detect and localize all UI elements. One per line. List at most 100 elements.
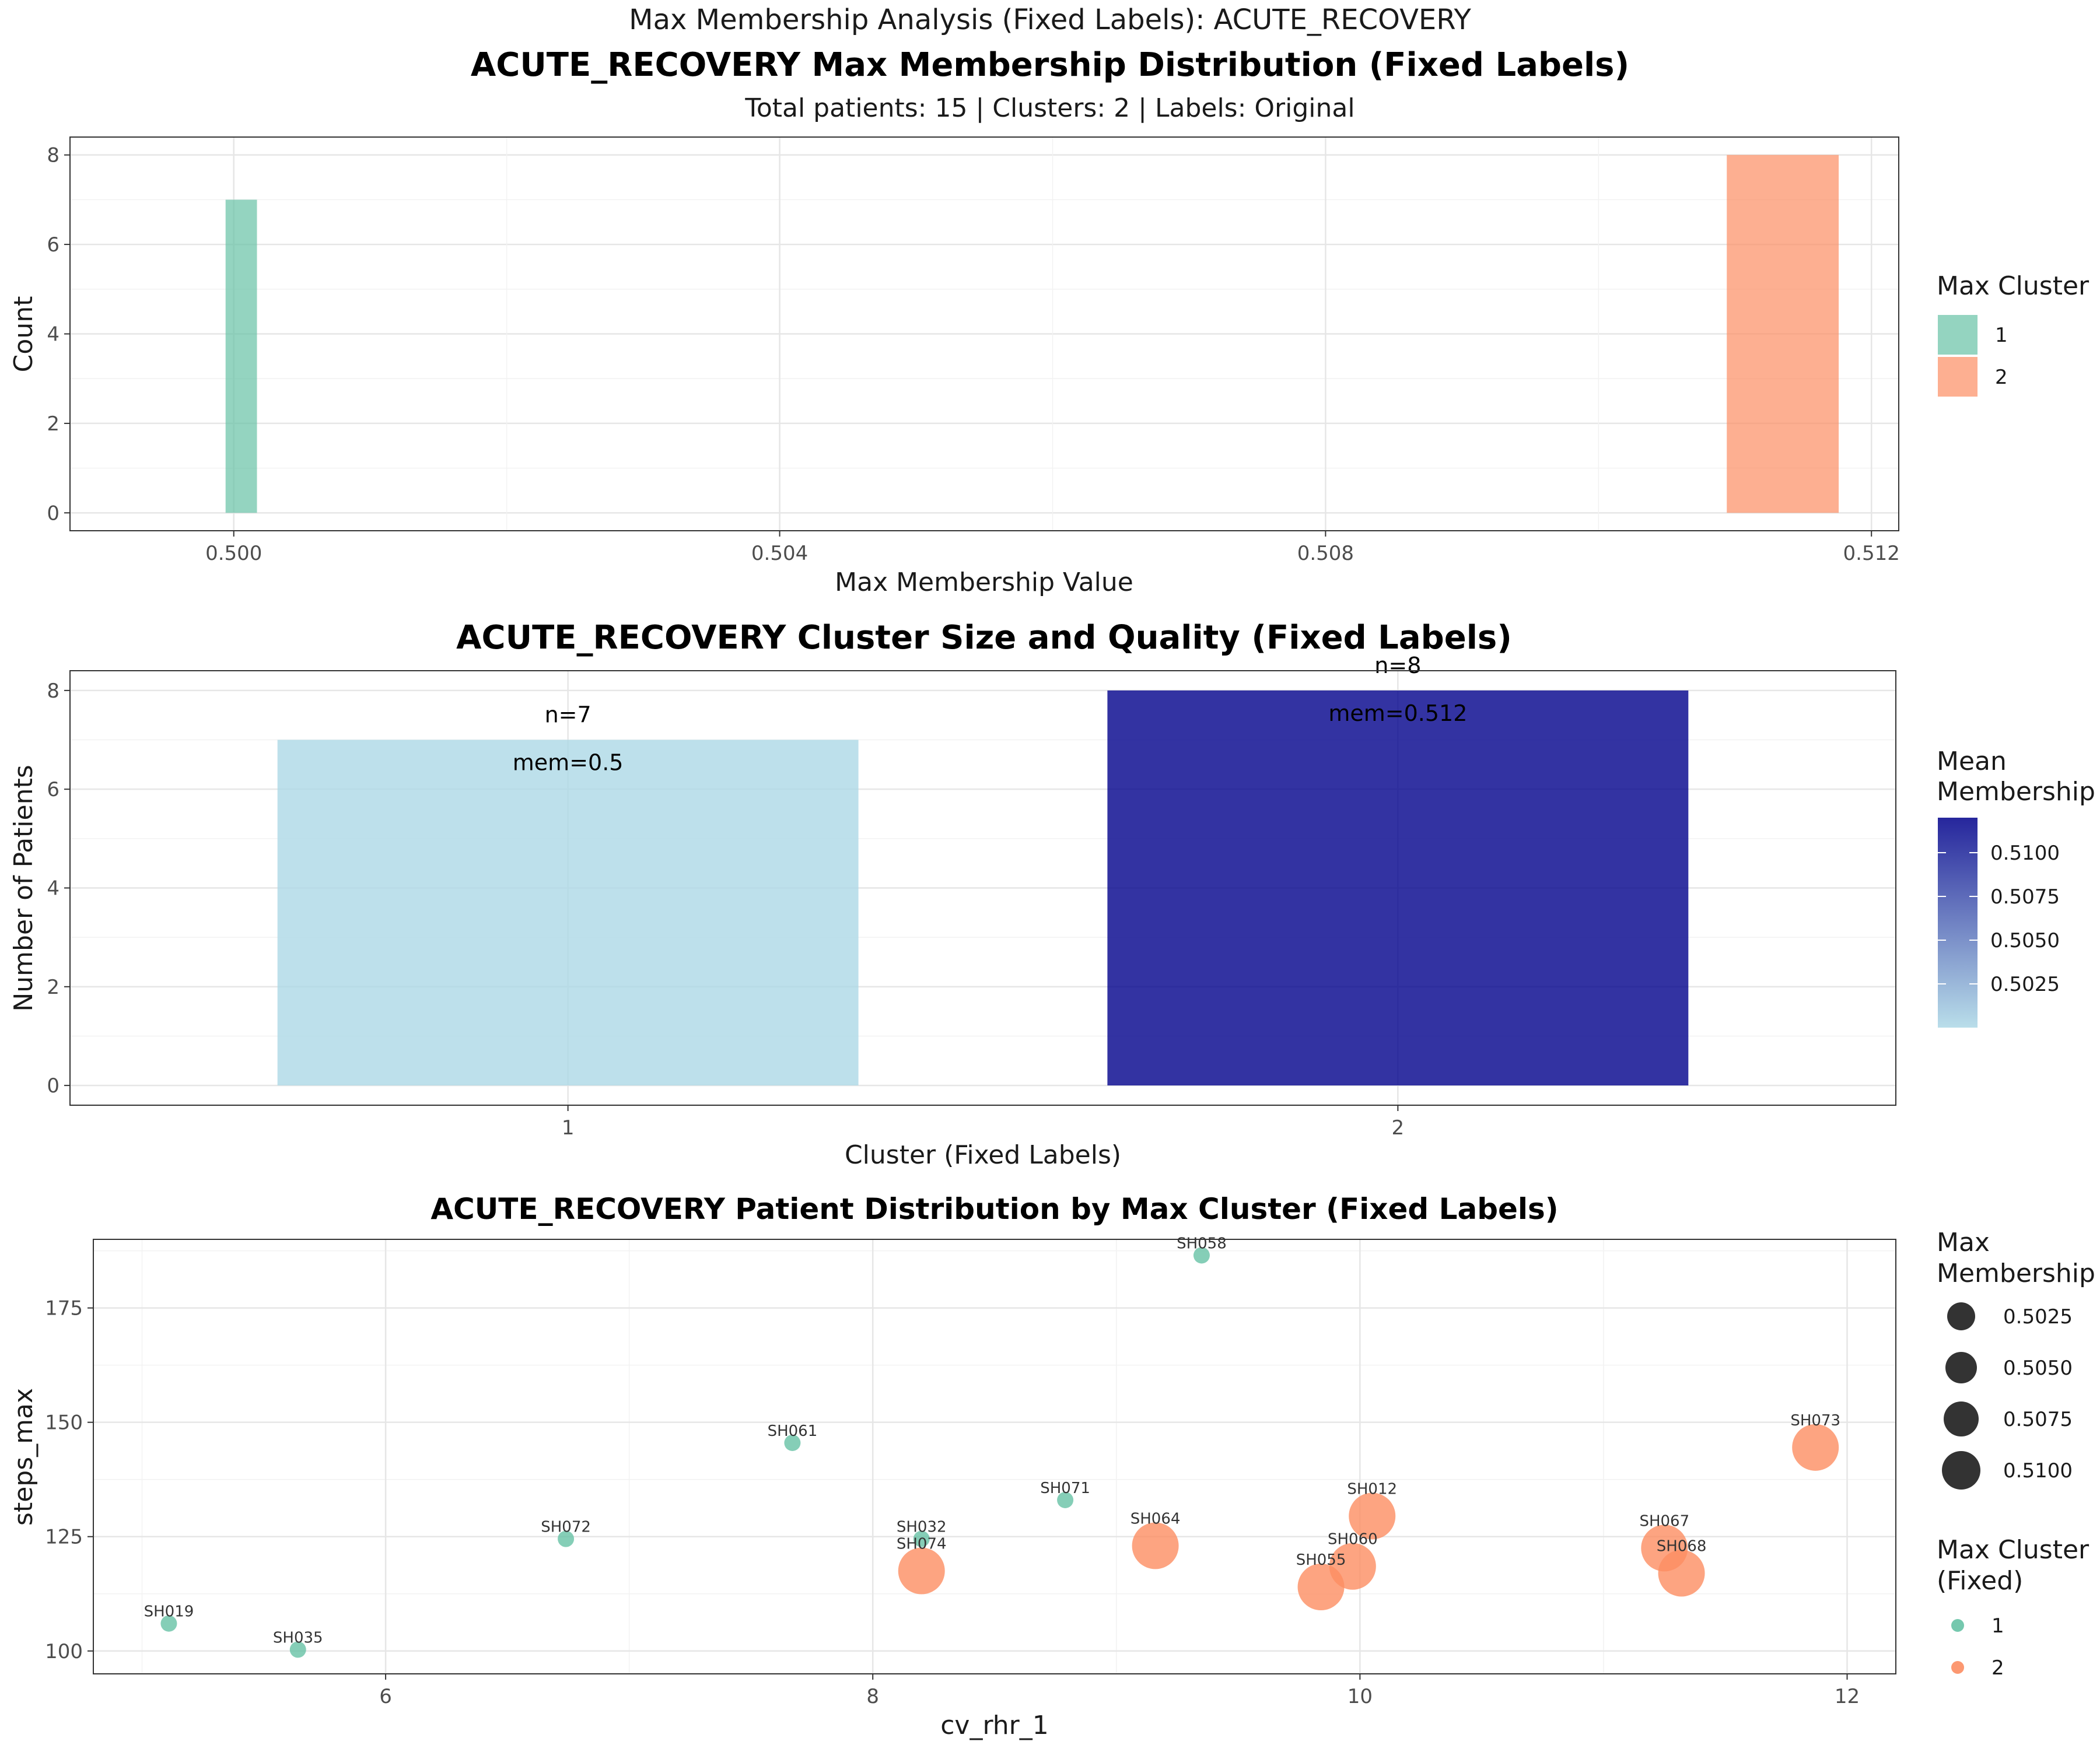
histogram-x-tick-label: 0.500 <box>205 542 262 565</box>
size-legend-title-line-2: Membership <box>1937 1259 2095 1288</box>
size-legend-label-0.5075: 0.5075 <box>2003 1408 2073 1431</box>
scatter-point-SH035 <box>289 1641 306 1658</box>
mean-membership-colorbar: Mean Membership 0.5025 0.5050 0.5075 0.5100 <box>1937 747 2095 1028</box>
scatter-point-SH074 <box>898 1547 945 1595</box>
scatter-point-label-SH067: SH067 <box>1639 1512 1689 1530</box>
scatter-point-SH061 <box>784 1434 801 1451</box>
colorbar-title-line-2: Membership <box>1937 777 2095 807</box>
scatter-y-tick-label: 100 <box>45 1640 83 1663</box>
cluster-size-title: ACUTE_RECOVERY Cluster Size and Quality … <box>456 619 1512 657</box>
cluster-size-bar-2 <box>1107 690 1689 1086</box>
cluster-size-y-tick-label: 4 <box>47 877 60 900</box>
cluster-size-y-tick-label: 0 <box>47 1074 60 1098</box>
scatter-point-SH032 <box>913 1530 930 1547</box>
scatter-point-label-SH061: SH061 <box>768 1422 818 1440</box>
histogram-subtitle: Total patients: 15 | Clusters: 2 | Label… <box>744 93 1354 123</box>
size-legend-circle-0.5075 <box>1944 1401 1979 1436</box>
histogram-x-tick-label: 0.504 <box>751 542 808 565</box>
scatter-point-label-SH055: SH055 <box>1296 1551 1346 1569</box>
scatter-point-label-SH074: SH074 <box>897 1536 947 1553</box>
scatter-point-SH073 <box>1792 1424 1839 1471</box>
histogram-y-tick-label: 2 <box>47 412 60 436</box>
scatter-point-SH019 <box>160 1615 177 1632</box>
cluster-size-x-tick-label: 2 <box>1392 1116 1405 1140</box>
scatter-point-label-SH019: SH019 <box>144 1603 194 1621</box>
color-legend-dot-2 <box>1951 1661 1964 1674</box>
histogram-legend-label-1: 1 <box>1995 324 2008 347</box>
histogram-legend-label-2: 2 <box>1995 366 2008 389</box>
scatter-panel: ACUTE_RECOVERY Patient Distribution by M… <box>9 1192 2095 1740</box>
size-legend-label-0.5100: 0.5100 <box>2003 1459 2073 1483</box>
scatter-point-label-SH073: SH073 <box>1790 1412 1840 1429</box>
scatter-y-tick-label: 125 <box>45 1526 83 1549</box>
scatter-x-tick-label: 6 <box>379 1685 392 1708</box>
histogram-y-tick-label: 6 <box>47 233 60 257</box>
color-legend-title-line-2: (Fixed) <box>1937 1566 2023 1596</box>
color-legend-dot-1 <box>1951 1619 1964 1632</box>
scatter-point-label-SH068: SH068 <box>1657 1537 1707 1555</box>
cluster-size-mem-label-2: mem=0.512 <box>1328 700 1467 726</box>
histogram-bar-cluster-1 <box>225 199 257 513</box>
scatter-point-label-SH035: SH035 <box>273 1629 323 1646</box>
size-legend-title-line-1: Max <box>1937 1228 1990 1257</box>
histogram-panel: ACUTE_RECOVERY Max Membership Distributi… <box>9 46 2090 597</box>
cluster-size-panel: ACUTE_RECOVERY Cluster Size and Quality … <box>9 619 2095 1170</box>
cluster-size-n-label-2: n=8 <box>1374 653 1421 678</box>
colorbar-tick-label: 0.5075 <box>1990 885 2060 909</box>
cluster-size-n-label-1: n=7 <box>545 702 592 728</box>
scatter-point-label-SH072: SH072 <box>541 1519 591 1536</box>
scatter-point-label-SH071: SH071 <box>1040 1480 1090 1497</box>
color-legend-title-line-1: Max Cluster <box>1937 1535 2090 1565</box>
cluster-size-y-tick-label: 8 <box>47 679 60 703</box>
scatter-x-axis-label: cv_rhr_1 <box>940 1711 1049 1740</box>
colorbar-gradient <box>1938 818 1978 1028</box>
scatter-y-axis-label: steps_max <box>9 1388 38 1526</box>
scatter-x-tick-label: 12 <box>1835 1685 1860 1708</box>
size-legend-circle-0.5025 <box>1947 1302 1975 1330</box>
histogram-title: ACUTE_RECOVERY Max Membership Distributi… <box>471 46 1629 84</box>
scatter-point-SH072 <box>558 1530 575 1547</box>
scatter-point-label-SH064: SH064 <box>1130 1510 1181 1527</box>
histogram-legend-title: Max Cluster <box>1937 271 2090 301</box>
scatter-x-tick-label: 8 <box>866 1685 879 1708</box>
scatter-point-label-SH012: SH012 <box>1347 1480 1397 1498</box>
cluster-size-y-axis-label: Number of Patients <box>9 765 38 1011</box>
cluster-size-y-tick-label: 6 <box>47 778 60 801</box>
histogram-legend: Max Cluster 1 2 <box>1937 271 2090 397</box>
cluster-size-bar-1 <box>277 740 859 1086</box>
cluster-size-x-axis-label: Cluster (Fixed Labels) <box>845 1140 1121 1170</box>
colorbar-tick-label: 0.5050 <box>1990 929 2060 952</box>
scatter-point-SH068 <box>1658 1550 1705 1597</box>
histogram-x-tick-label: 0.508 <box>1297 542 1354 565</box>
histogram-y-tick-label: 4 <box>47 323 60 346</box>
scatter-point-label-SH058: SH058 <box>1177 1235 1227 1252</box>
histogram-y-tick-label: 8 <box>47 144 60 167</box>
scatter-x-tick-label: 10 <box>1348 1685 1373 1708</box>
scatter-point-SH012 <box>1349 1492 1396 1540</box>
histogram-y-axis-label: Count <box>9 296 38 373</box>
color-legend-label-1: 1 <box>1992 1614 2004 1638</box>
scatter-y-tick-label: 150 <box>45 1411 83 1435</box>
figure-suptitle: Max Membership Analysis (Fixed Labels): … <box>629 3 1471 36</box>
size-legend-label-0.5025: 0.5025 <box>2003 1305 2073 1329</box>
cluster-size-mem-label-1: mem=0.5 <box>513 750 624 776</box>
color-legend-label-2: 2 <box>1992 1656 2004 1680</box>
scatter-point-label-SH060: SH060 <box>1328 1531 1378 1548</box>
histogram-legend-swatch-2 <box>1938 357 1978 397</box>
scatter-point-SH055 <box>1297 1564 1345 1610</box>
scatter-plot-frame <box>93 1239 1896 1674</box>
size-legend-circle-0.5050 <box>1945 1352 1977 1383</box>
max-cluster-color-legend: Max Cluster (Fixed) 1 2 <box>1937 1535 2090 1680</box>
histogram-y-tick-label: 0 <box>47 502 60 525</box>
scatter-y-tick-label: 175 <box>45 1297 83 1320</box>
cluster-size-x-tick-label: 1 <box>562 1116 575 1140</box>
histogram-x-tick-label: 0.512 <box>1843 542 1900 565</box>
histogram-legend-swatch-1 <box>1938 315 1978 355</box>
histogram-x-axis-label: Max Membership Value <box>835 567 1133 597</box>
colorbar-tick-label: 0.5100 <box>1990 842 2060 865</box>
scatter-point-label-SH032: SH032 <box>897 1519 947 1536</box>
size-legend-circle-0.5100 <box>1942 1451 1980 1490</box>
scatter-point-SH064 <box>1132 1522 1179 1569</box>
